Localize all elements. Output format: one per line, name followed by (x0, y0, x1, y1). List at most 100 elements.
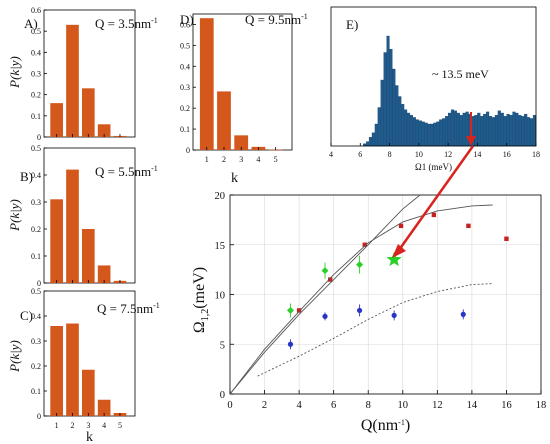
x-tick-label: 3 (239, 155, 243, 164)
histogram-bar (512, 111, 516, 147)
plot-frame (330, 6, 537, 147)
x-tick-label: 12 (444, 150, 452, 159)
bar-panel-1: 0 0.1 0.2 0.3 0.4 0.5 0.6A) Q = 3.5nm-1 P(k|y) (7, 6, 158, 142)
histogram-bar (398, 96, 402, 147)
data-point-square (504, 236, 509, 241)
histogram-panel: 4 6 8 10 12 14 16 18 Ω1 (meV) E) ~ 13.5 meV (329, 6, 540, 172)
x-tick-label: 2 (262, 400, 267, 411)
q-annotation: Q = 9.5nm-1 (245, 12, 308, 27)
histogram-bar (368, 137, 373, 147)
panel-label: A) (24, 16, 38, 31)
y-tick-label: 20 (215, 191, 226, 202)
y-axis-label: P(k|y) (7, 199, 22, 232)
histogram-bar (521, 116, 525, 147)
bar-panel-4: 0 0.1 0.2 0.3 0.4 0.5 0.6 1 2 3 4 5 D) Q = 9.5nm-1 k (180, 12, 308, 186)
data-point-circle (391, 312, 397, 318)
data-point-square (431, 212, 437, 218)
arrow-annotation (392, 112, 476, 258)
bar (50, 326, 63, 416)
histogram-bar (392, 68, 396, 147)
x-tick-label: 6 (358, 150, 362, 159)
histogram-bar (494, 115, 498, 147)
histogram-bar (418, 120, 422, 147)
x-tick-label: 18 (532, 150, 540, 159)
y-tick-label: 0.1 (31, 387, 41, 396)
histogram-bar (532, 115, 537, 147)
q-annotation: Q = 5.5nm-1 (95, 164, 158, 179)
x-tick-label: 16 (503, 150, 511, 159)
x-tick-label: 2 (70, 421, 74, 430)
x-tick-label: 4 (329, 150, 333, 159)
arrow-diagonal (397, 145, 475, 251)
x-tick-label: 14 (473, 150, 481, 159)
curve-solid (229, 194, 421, 395)
curve-dotted (257, 283, 493, 377)
bar-panel-2: 0 0.1 0.2 0.3 0.4 0.5 B) Q = 5.5nm-1 P(k|y) (7, 144, 158, 288)
data-point-circle (287, 341, 294, 347)
x-tick-label: 4 (296, 400, 302, 411)
histogram-bar (483, 113, 487, 147)
bar (66, 24, 79, 137)
x-tick-label: 10 (415, 150, 423, 159)
bar (97, 399, 111, 416)
histogram-bar (524, 113, 528, 147)
x-tick-label: 6 (331, 400, 336, 411)
histogram-bar (409, 115, 414, 147)
data-point-circle (322, 313, 328, 319)
data-point-square (328, 277, 333, 282)
y-tick-label: 0.6 (31, 6, 41, 15)
y-tick-label: 0 (37, 279, 41, 288)
histogram-bar (365, 141, 370, 147)
histogram-bar (401, 104, 405, 147)
histogram-bar (404, 109, 408, 147)
x-tick-label: 10 (398, 400, 409, 411)
bar (66, 323, 79, 416)
histogram-bar (518, 115, 522, 147)
histogram-bar (430, 123, 434, 147)
data-point-diamond (356, 261, 364, 269)
histogram-bar (453, 110, 457, 147)
data-point-square (296, 308, 302, 313)
histogram-bar (442, 118, 446, 147)
x-tick-label: 1 (55, 421, 59, 430)
peak-annotation: ~ 13.5 meV (432, 67, 489, 81)
histogram-bar (491, 117, 496, 147)
y-tick-label: 0.4 (31, 171, 41, 180)
x-tick-label: 0 (227, 400, 232, 411)
histogram-bar (445, 116, 449, 147)
histogram-bar (439, 119, 443, 147)
histogram-bar (371, 132, 375, 147)
x-tick-label: 18 (536, 400, 547, 411)
y-tick-label: 0 (37, 412, 41, 421)
histogram-bar (389, 49, 393, 147)
histogram-bar (380, 79, 384, 147)
bar (81, 88, 95, 137)
histogram-bar (406, 112, 411, 147)
x-tick-label: 3 (86, 421, 90, 430)
arrow-diagonal-head (392, 244, 406, 258)
x-tick-label: 8 (388, 150, 392, 159)
y-tick-label: 0 (37, 133, 41, 142)
q-annotation: Q = 7.5nm-1 (97, 301, 160, 316)
histogram-bar (377, 107, 381, 147)
y-tick-label: 0.3 (31, 337, 41, 346)
y-tick-label: 0.5 (31, 144, 41, 153)
y-tick-label: 10 (215, 291, 226, 302)
data-point-diamond (286, 306, 294, 314)
arrow-vertical-head (466, 136, 476, 146)
histogram-bar (465, 111, 469, 147)
x-axis-label: Q(nm-1) (361, 417, 410, 434)
y-tick-label: 0.1 (180, 125, 190, 134)
q-annotation: Q = 3.5nm-1 (95, 16, 158, 31)
bar (97, 265, 111, 283)
y-tick-label: 5 (220, 340, 225, 351)
x-axis-label: k (231, 171, 238, 186)
histogram-bar (450, 109, 455, 147)
bar (81, 369, 95, 416)
data-point-circle (356, 307, 363, 314)
data-point-circle (460, 311, 466, 317)
histogram-bar (427, 123, 431, 147)
y-tick-label: 0.3 (180, 83, 190, 92)
histogram-bar (456, 112, 460, 147)
